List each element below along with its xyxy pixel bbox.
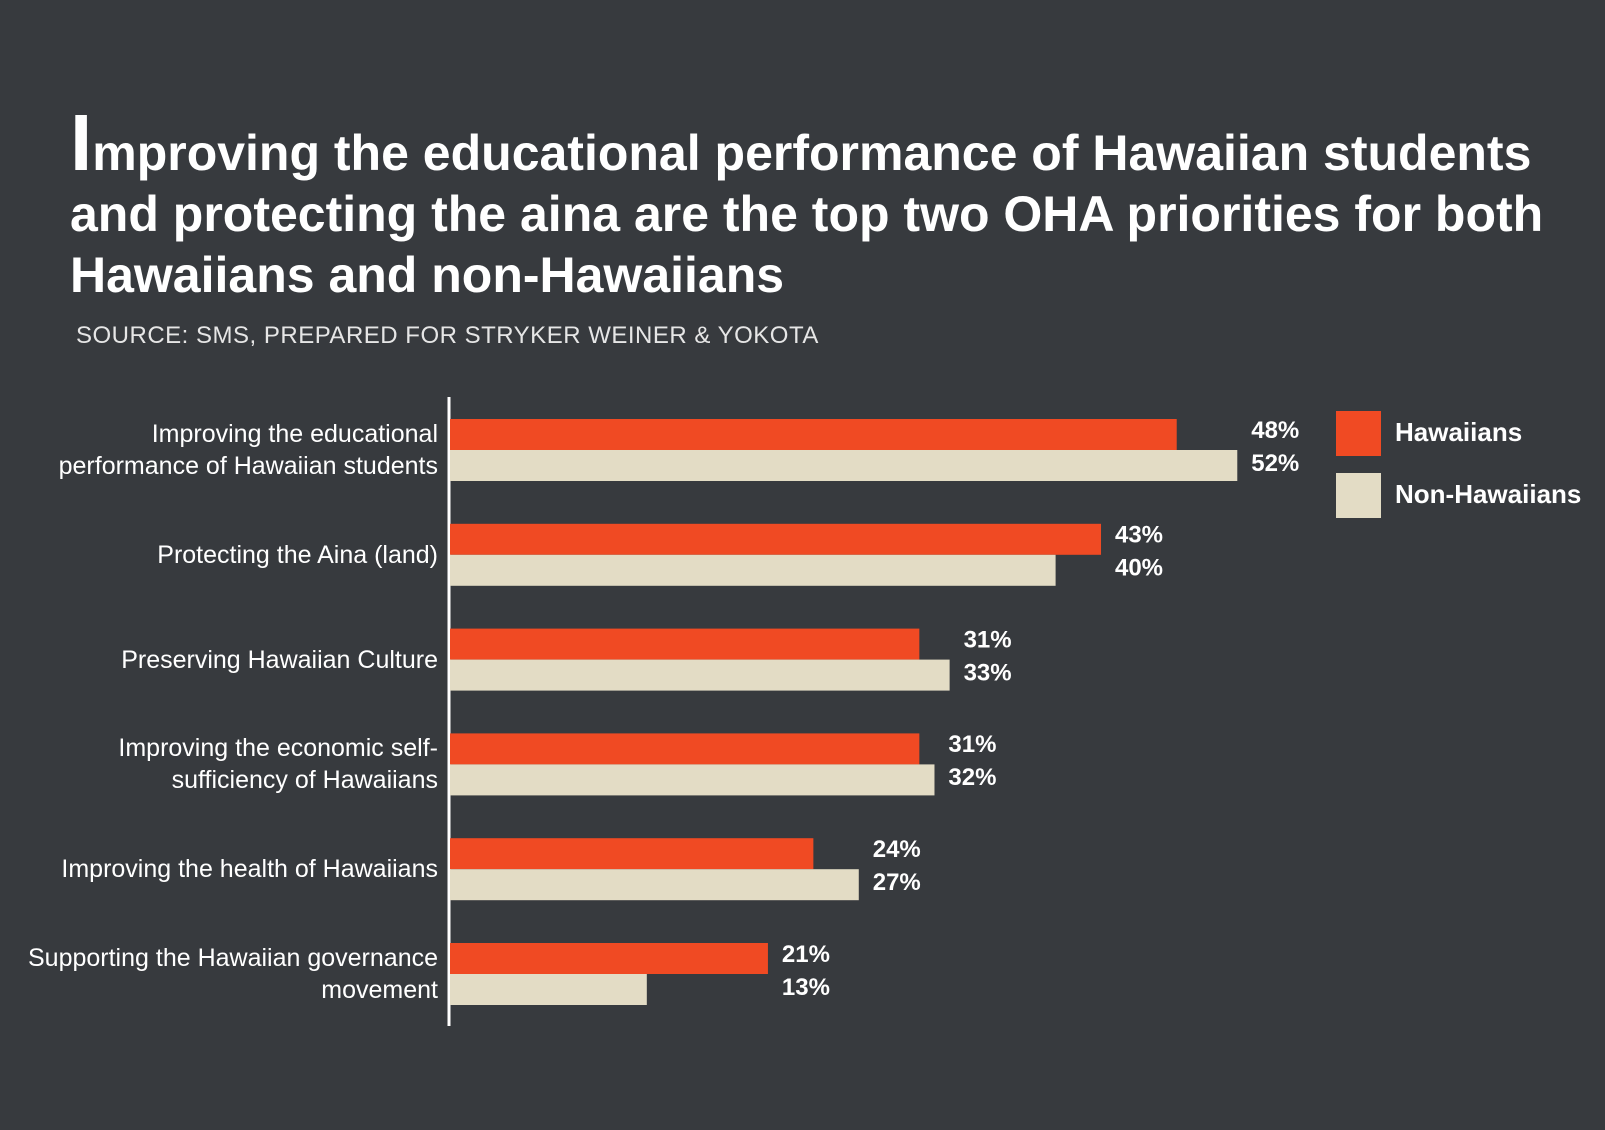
value-label: 40%: [1115, 555, 1163, 582]
bar: [450, 943, 768, 974]
bar: [450, 974, 647, 1005]
value-label: 24%: [873, 836, 921, 863]
legend-label: Hawaiians: [1395, 417, 1522, 447]
category-label: Improving the health of Hawaiians: [61, 855, 438, 884]
bar: [450, 628, 920, 660]
bar: [450, 838, 814, 870]
value-label: 32%: [948, 764, 996, 791]
value-label: 31%: [964, 626, 1012, 653]
category-label: Preserving Hawaiian Culture: [121, 645, 438, 674]
category-label: Protecting the Aina (land): [157, 540, 438, 569]
bar: [450, 733, 920, 765]
value-label: 21%: [782, 941, 830, 968]
value-label: 48%: [1251, 417, 1299, 444]
bar: [450, 659, 950, 691]
legend-swatch: [1336, 473, 1381, 518]
chart-subtitle: SOURCE: SMS, PREPARED FOR STRYKER WEINER…: [76, 322, 819, 349]
bar: [450, 419, 1177, 450]
bar: [450, 554, 1056, 586]
value-label: 31%: [948, 731, 996, 758]
value-label: 43%: [1115, 522, 1163, 549]
chart-title: Improving the educational performance of…: [70, 98, 1544, 303]
bar: [450, 450, 1238, 481]
value-label: 27%: [873, 869, 921, 896]
value-label: 52%: [1251, 450, 1299, 477]
value-label: 33%: [964, 659, 1012, 686]
value-label: 13%: [782, 974, 830, 1001]
category-label: Improving the educational performance of…: [58, 420, 438, 480]
legend-label: Non-Hawaiians: [1395, 479, 1581, 509]
category-label: Improving the economic self-sufficiency …: [118, 734, 438, 795]
bar: [450, 764, 935, 796]
legend-swatch: [1336, 411, 1381, 456]
category-label: Supporting the Hawaiian governance movem…: [28, 944, 438, 1004]
bar: [450, 869, 859, 901]
bar: [450, 523, 1102, 555]
